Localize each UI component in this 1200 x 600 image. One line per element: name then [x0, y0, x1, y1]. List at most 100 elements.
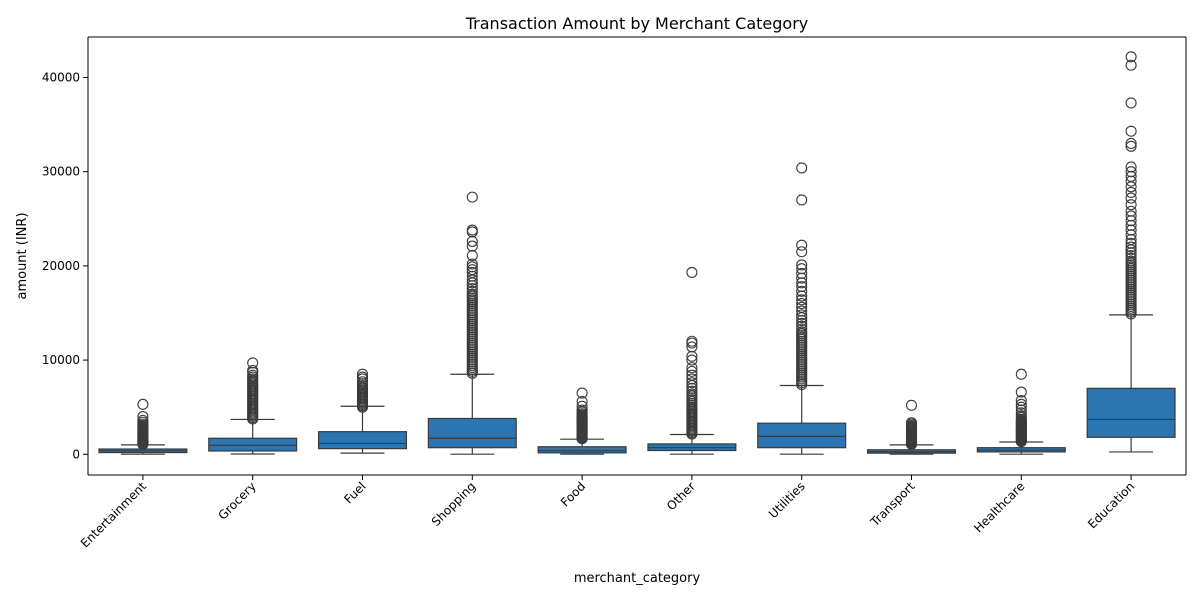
outlier-point	[686, 373, 698, 385]
outlier-point	[686, 350, 698, 362]
outlier-point	[1125, 125, 1137, 137]
outlier-point	[1125, 233, 1137, 246]
outlier-point	[466, 280, 478, 292]
outlier-point	[576, 387, 588, 399]
outlier-point	[686, 369, 698, 381]
box-iqr	[1086, 387, 1176, 438]
x-tick-label: Fuel	[341, 479, 368, 506]
outlier-point	[905, 399, 918, 411]
outlier-point	[796, 239, 808, 251]
x-tick-label: Shopping	[429, 479, 479, 529]
outlier-point	[796, 317, 808, 329]
outlier-point	[686, 382, 698, 394]
x-tick-label: Entertainment	[78, 479, 149, 550]
outlier-point	[576, 395, 588, 408]
outlier-point	[1015, 386, 1027, 398]
outlier-point	[1125, 252, 1137, 264]
outlier-point	[1015, 395, 1027, 407]
outlier-point	[466, 264, 478, 276]
plot-area	[98, 51, 1176, 455]
box-iqr	[537, 446, 627, 454]
outlier-point	[466, 249, 478, 262]
outlier-point	[686, 385, 698, 397]
outlier-point	[796, 246, 808, 258]
outlier-point	[796, 320, 808, 332]
outlier-point	[905, 417, 918, 429]
outlier-point	[796, 323, 808, 335]
x-axis-label: merchant_category	[574, 571, 701, 586]
outlier-point	[1125, 170, 1137, 182]
outlier-point	[796, 294, 808, 306]
outlier-point	[466, 285, 478, 297]
outlier-point	[1125, 215, 1137, 227]
y-tick-label: 30000	[42, 165, 80, 179]
outlier-point	[796, 277, 808, 289]
outlier-point	[466, 282, 478, 295]
outlier-point	[137, 411, 149, 423]
outlier-point	[796, 301, 808, 313]
outlier-point	[1015, 404, 1027, 416]
x-tick-label: Food	[558, 479, 588, 509]
y-tick-label: 40000	[42, 71, 80, 85]
outlier-point	[356, 368, 369, 380]
outlier-point	[686, 341, 698, 353]
x-axis-ticks: Entertainment Grocery Fuel Shopping Food Othe…	[78, 475, 1137, 550]
outlier-point	[356, 371, 369, 383]
outlier-point	[1125, 97, 1137, 109]
outlier-point	[686, 354, 698, 366]
outlier-point	[686, 365, 698, 377]
outlier-point	[686, 362, 698, 374]
box-group-healthcare	[976, 368, 1066, 455]
box-group-shopping	[427, 191, 517, 455]
box-group-entertainment	[98, 398, 188, 455]
outlier-point	[1125, 205, 1137, 217]
box-group-grocery	[208, 357, 298, 455]
outlier-point	[1015, 407, 1027, 419]
outlier-point	[796, 281, 808, 293]
outlier-point	[1125, 247, 1137, 259]
outlier-point	[686, 377, 698, 389]
chart-title: Transaction Amount by Merchant Category	[465, 14, 809, 33]
box-group-education	[1086, 51, 1176, 453]
outlier-point	[796, 285, 808, 297]
outlier-point	[796, 259, 808, 271]
outlier-point	[1125, 210, 1137, 222]
x-tick-label: Healthcare	[971, 479, 1027, 535]
box-iqr	[427, 417, 517, 449]
outlier-point	[1015, 368, 1027, 380]
outlier-point	[1125, 219, 1137, 231]
outlier-point	[686, 388, 698, 400]
outlier-point	[466, 258, 478, 270]
outlier-point	[1015, 398, 1027, 410]
outlier-point	[1015, 410, 1027, 422]
x-tick-label: Other	[664, 479, 698, 513]
outlier-point	[466, 191, 478, 203]
outlier-point	[796, 162, 808, 174]
x-tick-label: Grocery	[215, 479, 258, 522]
outlier-point	[356, 376, 369, 388]
outlier-point	[1125, 237, 1137, 249]
outlier-point	[576, 400, 588, 412]
outlier-point	[1125, 224, 1137, 236]
outlier-point	[466, 224, 478, 236]
outlier-point	[1125, 166, 1137, 178]
outlier-point	[1125, 249, 1137, 262]
outlier-point	[466, 288, 478, 300]
outlier-point	[796, 314, 808, 327]
outlier-point	[247, 364, 259, 376]
outlier-point	[1125, 192, 1137, 204]
x-tick-label: Education	[1085, 479, 1137, 531]
outlier-point	[1015, 401, 1027, 413]
outlier-point	[796, 194, 808, 206]
outlier-point	[1125, 255, 1137, 267]
outlier-point	[466, 270, 478, 282]
outlier-point	[1125, 161, 1137, 173]
outlier-point	[576, 404, 588, 416]
outlier-point	[1125, 241, 1137, 253]
y-axis-ticks: 0 10000 20000 30000 40000	[42, 71, 88, 461]
outlier-point	[1125, 137, 1137, 149]
outlier-point	[796, 305, 808, 317]
outlier-point	[247, 369, 259, 381]
x-tick-label: Utilities	[766, 479, 808, 521]
